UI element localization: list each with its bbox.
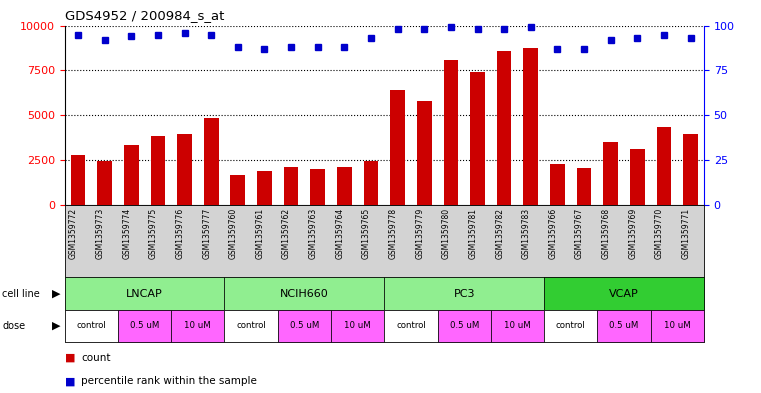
Bar xyxy=(603,142,618,205)
Text: GSM1359775: GSM1359775 xyxy=(149,208,158,259)
Text: 0.5 uM: 0.5 uM xyxy=(290,321,319,330)
Text: count: count xyxy=(81,353,111,363)
Text: GSM1359772: GSM1359772 xyxy=(69,208,78,259)
Text: LNCAP: LNCAP xyxy=(126,288,163,299)
Bar xyxy=(550,163,565,205)
Bar xyxy=(337,167,352,205)
Text: 10 uM: 10 uM xyxy=(344,321,371,330)
Text: NCIH660: NCIH660 xyxy=(280,288,329,299)
Text: GSM1359782: GSM1359782 xyxy=(495,208,504,259)
Text: GSM1359783: GSM1359783 xyxy=(522,208,531,259)
Text: GSM1359760: GSM1359760 xyxy=(229,208,238,259)
Bar xyxy=(310,169,325,205)
Text: 10 uM: 10 uM xyxy=(664,321,691,330)
Text: GSM1359781: GSM1359781 xyxy=(469,208,478,259)
Text: GSM1359764: GSM1359764 xyxy=(336,208,345,259)
Text: GSM1359765: GSM1359765 xyxy=(362,208,371,259)
Bar xyxy=(257,171,272,205)
Text: percentile rank within the sample: percentile rank within the sample xyxy=(81,376,257,386)
Text: ▶: ▶ xyxy=(52,321,60,331)
Text: GSM1359771: GSM1359771 xyxy=(682,208,691,259)
Text: 0.5 uM: 0.5 uM xyxy=(610,321,638,330)
Bar xyxy=(657,127,671,205)
Text: GSM1359776: GSM1359776 xyxy=(176,208,185,259)
Text: GSM1359769: GSM1359769 xyxy=(629,208,638,259)
Text: ■: ■ xyxy=(65,353,75,363)
Text: GSM1359768: GSM1359768 xyxy=(602,208,610,259)
Bar xyxy=(524,48,538,205)
Text: ▶: ▶ xyxy=(52,288,60,299)
Text: GSM1359779: GSM1359779 xyxy=(416,208,425,259)
Text: GSM1359773: GSM1359773 xyxy=(96,208,105,259)
Text: VCAP: VCAP xyxy=(609,288,639,299)
Bar xyxy=(470,72,485,205)
Text: dose: dose xyxy=(2,321,25,331)
Bar xyxy=(630,149,645,205)
Bar xyxy=(204,118,218,205)
Bar xyxy=(284,167,298,205)
Bar xyxy=(231,175,245,205)
Bar xyxy=(390,90,405,205)
Text: 0.5 uM: 0.5 uM xyxy=(130,321,159,330)
Text: GSM1359780: GSM1359780 xyxy=(442,208,451,259)
Bar xyxy=(71,156,85,205)
Text: 10 uM: 10 uM xyxy=(184,321,212,330)
Bar xyxy=(444,60,458,205)
Text: GSM1359767: GSM1359767 xyxy=(575,208,584,259)
Text: 0.5 uM: 0.5 uM xyxy=(450,321,479,330)
Text: GSM1359762: GSM1359762 xyxy=(282,208,291,259)
Bar xyxy=(151,136,165,205)
Text: control: control xyxy=(236,321,266,330)
Text: cell line: cell line xyxy=(2,288,40,299)
Text: 10 uM: 10 uM xyxy=(504,321,531,330)
Bar xyxy=(577,168,591,205)
Text: ■: ■ xyxy=(65,376,75,386)
Text: GSM1359763: GSM1359763 xyxy=(309,208,318,259)
Bar xyxy=(97,161,112,205)
Text: control: control xyxy=(396,321,426,330)
Text: GDS4952 / 200984_s_at: GDS4952 / 200984_s_at xyxy=(65,9,224,22)
Bar xyxy=(124,145,139,205)
Text: control: control xyxy=(556,321,586,330)
Text: GSM1359778: GSM1359778 xyxy=(389,208,398,259)
Text: GSM1359761: GSM1359761 xyxy=(256,208,265,259)
Bar xyxy=(177,134,192,205)
Bar xyxy=(683,134,698,205)
Text: GSM1359777: GSM1359777 xyxy=(202,208,212,259)
Text: GSM1359766: GSM1359766 xyxy=(549,208,557,259)
Text: GSM1359774: GSM1359774 xyxy=(123,208,132,259)
Text: control: control xyxy=(76,321,107,330)
Text: PC3: PC3 xyxy=(454,288,475,299)
Bar xyxy=(497,51,511,205)
Text: GSM1359770: GSM1359770 xyxy=(655,208,664,259)
Bar xyxy=(417,101,431,205)
Bar xyxy=(364,161,378,205)
